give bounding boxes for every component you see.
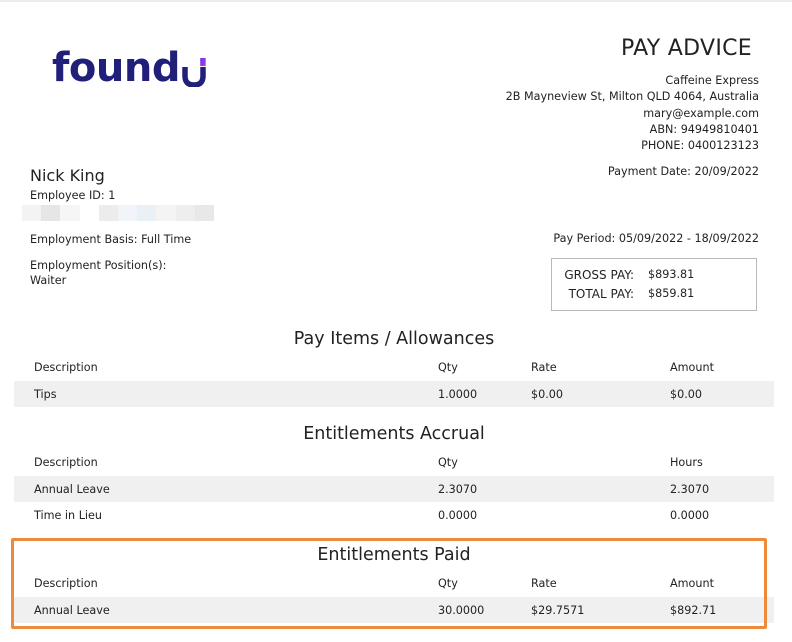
cell-description: Annual Leave [34, 482, 110, 496]
company-phone: PHONE: 0400123123 [641, 139, 759, 153]
payment-date: Payment Date: 20/09/2022 [607, 165, 759, 178]
employee-id: Employee ID: 1 [30, 189, 116, 202]
redacted-info [22, 205, 215, 221]
cell-amount: $892.71 [670, 603, 717, 617]
gross-pay-value: $893.81 [648, 268, 695, 281]
cell-amount: $0.00 [670, 387, 703, 401]
employee-name: Nick King [30, 166, 105, 185]
cell-qty: 1.0000 [438, 387, 478, 401]
cell-rate: $0.00 [531, 387, 564, 401]
total-pay-value: $859.81 [648, 287, 695, 300]
employment-position-label: Employment Position(s): [30, 259, 167, 272]
logo-u-mark-icon [182, 58, 206, 87]
total-pay-label: TOTAL PAY: [568, 287, 634, 301]
pay-items-title: Pay Items / Allowances [293, 329, 495, 349]
table-row: Time in Lieu 0.0000 0.0000 [14, 502, 774, 528]
header-qty: Qty [438, 456, 458, 469]
pay-period: Pay Period: 05/09/2022 - 18/09/2022 [553, 232, 759, 245]
cell-qty: 0.0000 [438, 508, 478, 522]
employment-position-value: Waiter [30, 274, 67, 287]
cell-rate: $29.7571 [531, 603, 585, 617]
company-name: Caffeine Express [665, 74, 759, 87]
entitlements-paid-highlight [11, 538, 767, 629]
cell-qty: 2.3070 [438, 482, 478, 496]
table-row: Tips 1.0000 $0.00 $0.00 [14, 381, 774, 407]
gross-pay-label: GROSS PAY: [564, 268, 634, 282]
logo-text: found [52, 45, 180, 91]
header-rate: Rate [531, 361, 557, 374]
accrual-title: Entitlements Accrual [303, 424, 485, 444]
cell-description: Tips [34, 387, 57, 401]
cell-qty: 30.0000 [438, 603, 485, 617]
header-qty: Qty [438, 577, 458, 590]
accrual-header: Description Qty Hours [14, 449, 774, 477]
pay-totals-box: GROSS PAY: $893.81 TOTAL PAY: $859.81 [551, 258, 757, 311]
paid-title: Entitlements Paid [317, 545, 471, 565]
foundu-logo: found [52, 48, 206, 88]
header-hours: Hours [670, 456, 703, 469]
company-details: Caffeine Express 2B Mayneview St, Milton… [506, 73, 759, 154]
cell-description: Annual Leave [34, 603, 110, 617]
top-divider [0, 0, 792, 2]
pay-advice-title: PAY ADVICE [620, 36, 752, 61]
header-amount: Amount [670, 361, 714, 374]
header-rate: Rate [531, 577, 557, 590]
header-qty: Qty [438, 361, 458, 374]
header-description: Description [34, 456, 98, 469]
pay-items-header: Description Qty Rate Amount [14, 354, 774, 382]
company-email: mary@example.com [643, 106, 759, 120]
header-amount: Amount [670, 577, 714, 590]
company-address: 2B Mayneview St, Milton QLD 4064, Austra… [505, 90, 759, 104]
header-description: Description [34, 577, 98, 590]
cell-hours: 2.3070 [670, 482, 710, 496]
cell-hours: 0.0000 [670, 508, 710, 522]
cell-description: Time in Lieu [34, 508, 103, 522]
header-description: Description [34, 361, 98, 374]
employment-basis: Employment Basis: Full Time [30, 233, 192, 246]
table-row: Annual Leave 2.3070 2.3070 [14, 476, 774, 502]
company-abn: ABN: 94949810401 [649, 122, 759, 136]
table-row: Annual Leave 30.0000 $29.7571 $892.71 [14, 597, 774, 623]
